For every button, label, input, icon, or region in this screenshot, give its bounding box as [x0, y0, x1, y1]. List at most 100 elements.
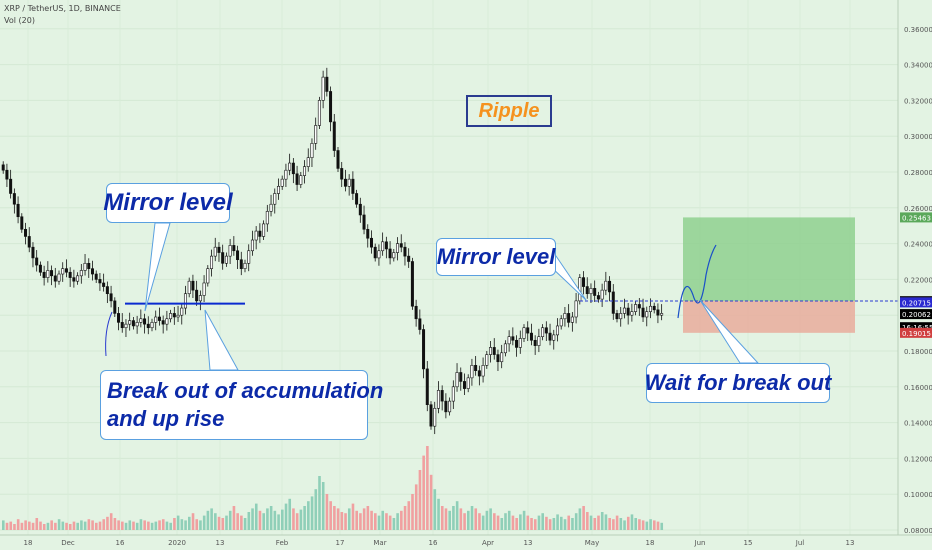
volume-bar [660, 522, 664, 530]
volume-bar [310, 496, 314, 530]
volume-bar [247, 512, 251, 530]
candle-body [343, 178, 347, 187]
time-tick-label: 18 [24, 539, 33, 547]
candle-body [243, 262, 247, 269]
volume-bar [13, 524, 16, 530]
volume-bar [623, 520, 626, 530]
volume-bar [284, 503, 288, 530]
price-tick-label: 0.28000 [904, 169, 932, 177]
trend-arc [105, 311, 113, 357]
candle-body [544, 327, 548, 334]
volume-bar [459, 508, 463, 530]
candle-body [79, 270, 83, 277]
volume-bar [537, 515, 541, 530]
volume-bar [496, 515, 500, 530]
volume-bar [485, 510, 489, 530]
volume-bar [147, 521, 150, 530]
candle-body [336, 150, 340, 169]
price-axis: 0.36000 0.34000 0.32000 0.30000 0.28000 0.260… [897, 0, 932, 535]
price-label-text: 0.25463 [902, 214, 931, 222]
volume-bar [362, 508, 366, 530]
volume-bar [251, 508, 254, 530]
volume-bar [530, 518, 533, 530]
volume-bar [504, 513, 507, 530]
candle-body [288, 162, 292, 171]
candle-body [295, 173, 299, 185]
volume-bar [318, 476, 321, 530]
volume-bar [321, 482, 325, 530]
volume-bar [645, 521, 649, 530]
volume-bar [184, 520, 187, 530]
time-tick-label: 16 [116, 539, 125, 547]
candle-body [529, 332, 533, 341]
volume-bar [478, 513, 481, 530]
volume-bar [426, 446, 429, 530]
candle-body [109, 293, 113, 302]
candle-body [9, 178, 13, 194]
volume-bar [470, 506, 474, 530]
volume-bar [507, 510, 511, 530]
volume-bar [35, 518, 39, 530]
candle-body [511, 336, 515, 341]
candle-body [42, 271, 46, 278]
callout-pointer-breakout [204, 309, 239, 371]
volume-bar [452, 506, 455, 530]
candle-body [611, 291, 615, 314]
candle-body [425, 368, 429, 405]
volume-bar [206, 510, 210, 530]
volume-bar [589, 515, 593, 530]
volume-bar [567, 515, 571, 530]
volume-bar [455, 501, 459, 530]
candle-body [254, 230, 258, 241]
candle-body [239, 259, 243, 269]
candle-body [660, 313, 664, 316]
volume-bar [314, 489, 318, 530]
candle-body [559, 318, 563, 327]
candle-body [113, 300, 117, 314]
candle-body [541, 327, 545, 337]
candle-body [600, 289, 604, 300]
candle-body [232, 245, 236, 252]
candle-body [596, 295, 600, 300]
volume-bar [307, 501, 310, 530]
candle-body [68, 271, 72, 278]
volume-bar [95, 522, 98, 530]
candle-body [154, 316, 158, 323]
candle-body [1, 164, 5, 171]
candle-body [169, 313, 173, 320]
volume-bar [150, 522, 154, 530]
candles [1, 67, 664, 435]
volume-bar [169, 522, 172, 530]
candle-body [72, 277, 76, 282]
volume-bar [414, 484, 418, 530]
candle-body [46, 270, 50, 278]
candle-body [355, 193, 359, 205]
volume-bar [262, 513, 265, 530]
volume-bar [586, 512, 589, 530]
candle-body [50, 270, 54, 277]
candle-body [448, 400, 452, 413]
volume-bar [128, 520, 132, 530]
volume-bar [433, 489, 437, 530]
volume-bar [656, 521, 660, 530]
candle-body [146, 323, 150, 329]
candle-body [325, 76, 329, 92]
candle-body [143, 318, 147, 325]
candle-body [552, 334, 556, 341]
price-tick-label: 0.24000 [904, 241, 932, 249]
volume-bar [552, 518, 556, 530]
volume-bar [511, 515, 515, 530]
time-tick-label: Dec [61, 539, 75, 547]
volume-bar [619, 518, 623, 530]
time-tick-label: Jul [795, 539, 805, 547]
volume-bar [113, 518, 117, 530]
candle-body [157, 316, 161, 321]
candle-body [470, 365, 474, 379]
volume-bar [604, 514, 608, 530]
volume-bar [236, 513, 239, 530]
candle-body [593, 288, 597, 296]
candle-body [403, 246, 407, 257]
candle-body [462, 381, 466, 389]
candle-body [574, 300, 578, 318]
candle-body [366, 228, 370, 239]
